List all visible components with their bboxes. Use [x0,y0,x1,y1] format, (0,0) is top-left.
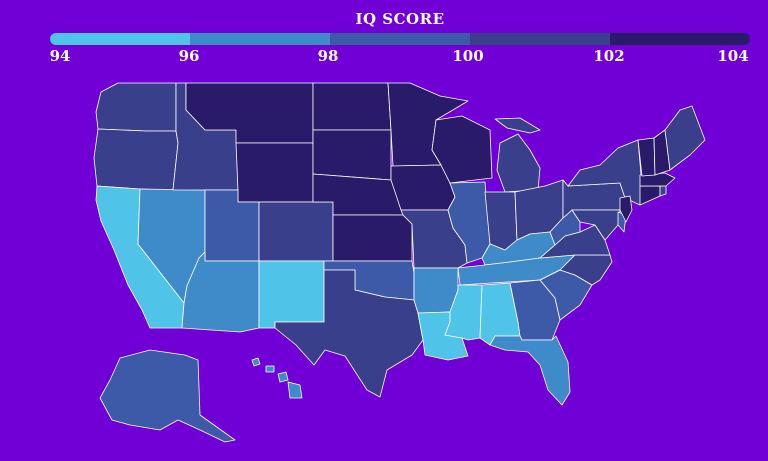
state-arkansas[interactable] [413,267,459,314]
state-michigan[interactable] [494,117,541,193]
legend-swatch-96-98 [190,33,330,45]
legend-swatch-98-100 [330,33,470,45]
state-alaska[interactable] [99,349,236,443]
state-florida[interactable] [489,335,571,406]
legend-tick-94: 94 [49,47,71,65]
state-colorado[interactable] [258,201,334,262]
state-kansas[interactable] [332,214,413,262]
legend-tick-96: 96 [178,47,200,65]
state-indiana[interactable] [484,191,518,251]
state-south-dakota[interactable] [312,129,392,181]
state-oregon[interactable] [93,128,179,191]
state-wisconsin[interactable] [431,115,493,184]
state-new-mexico[interactable] [258,260,325,329]
state-north-carolina[interactable] [539,254,613,286]
state-new-jersey[interactable] [619,195,633,223]
legend-swatch-94-96 [50,33,190,45]
legend-tick-100: 100 [452,47,484,65]
state-washington[interactable] [95,82,177,132]
state-hawaii[interactable] [251,357,303,399]
legend-swatch-102-104 [610,33,750,45]
state-texas[interactable] [274,269,424,398]
state-maine[interactable] [664,105,706,171]
legend-title: IQ SCORE [355,10,445,28]
state-rhode-island[interactable] [659,185,667,197]
legend-tick-102: 102 [593,47,625,65]
state-wyoming[interactable] [235,142,314,203]
legend-tick-98: 98 [317,47,339,65]
legend-swatch-100-102 [470,33,610,45]
state-new-york[interactable] [567,139,643,206]
legend-color-bar [50,33,750,45]
state-north-dakota[interactable] [312,82,392,131]
state-connecticut[interactable] [639,185,661,206]
legend-tick-104: 104 [717,47,749,65]
